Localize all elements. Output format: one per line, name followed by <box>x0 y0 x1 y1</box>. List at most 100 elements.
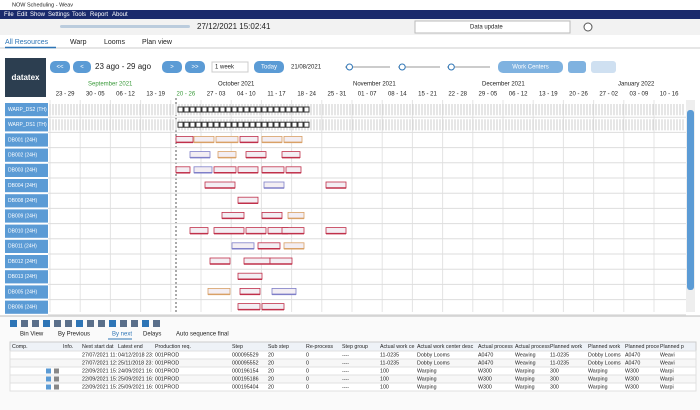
resource-label-bg[interactable] <box>5 285 48 299</box>
task-bar[interactable] <box>209 257 231 265</box>
task[interactable] <box>231 121 238 128</box>
task[interactable] <box>261 106 268 113</box>
task-bar[interactable] <box>245 227 267 235</box>
task-bar[interactable] <box>237 272 263 280</box>
task[interactable] <box>297 121 304 128</box>
task[interactable] <box>237 106 244 113</box>
task-bar[interactable] <box>237 166 259 174</box>
menu-item[interactable]: About <box>112 12 128 18</box>
resource-label-bg[interactable] <box>5 224 48 238</box>
panel-tool[interactable] <box>10 320 17 327</box>
task[interactable] <box>285 106 292 113</box>
task-bar[interactable] <box>237 303 261 311</box>
panel-tool[interactable] <box>32 320 39 327</box>
column-header[interactable]: Re-process <box>306 344 333 350</box>
task-bar[interactable] <box>325 227 347 235</box>
task[interactable] <box>303 106 310 113</box>
resource-label[interactable]: DB001 (24H) <box>8 137 38 143</box>
task-bar[interactable] <box>193 135 215 143</box>
task-bar[interactable] <box>285 166 302 174</box>
panel-tool[interactable] <box>43 320 50 327</box>
column-header[interactable]: Actual work center desc <box>417 344 474 350</box>
resource-label-bg[interactable] <box>5 179 48 193</box>
task-bar[interactable] <box>281 227 305 235</box>
task[interactable] <box>183 121 190 128</box>
slider-knob[interactable] <box>447 63 455 71</box>
menu-item[interactable]: Report <box>90 12 108 18</box>
panel-tool[interactable] <box>76 320 83 327</box>
panel-tab[interactable]: Delays <box>143 332 161 338</box>
column-header[interactable]: Planned work <box>588 344 620 350</box>
period-select[interactable] <box>211 61 249 73</box>
task[interactable] <box>255 106 262 113</box>
nav-button-label[interactable]: >> <box>191 65 199 71</box>
task-bar[interactable] <box>239 135 259 143</box>
task-bar[interactable] <box>175 166 191 174</box>
task[interactable] <box>195 121 202 128</box>
view-button[interactable] <box>591 61 616 73</box>
task[interactable] <box>291 106 298 113</box>
task-bar[interactable] <box>261 303 285 311</box>
column-header[interactable]: Step group <box>342 344 368 350</box>
panel-tool[interactable] <box>54 320 61 327</box>
view-button[interactable] <box>568 61 586 73</box>
task-bar[interactable] <box>245 151 267 159</box>
tab[interactable]: Looms <box>104 39 126 46</box>
task[interactable] <box>195 106 202 113</box>
resource-label[interactable]: DB008 (24H) <box>8 198 38 204</box>
task[interactable] <box>231 106 238 113</box>
task[interactable] <box>207 106 214 113</box>
task-bar[interactable] <box>239 287 261 295</box>
menu-item[interactable]: Show <box>30 12 46 18</box>
task[interactable] <box>183 106 190 113</box>
task-bar[interactable] <box>213 166 237 174</box>
slider-knob[interactable] <box>398 63 406 71</box>
task-bar[interactable] <box>189 151 211 159</box>
task-bar[interactable] <box>287 211 305 219</box>
resource-label[interactable]: WARP_DS2 (TH) <box>8 107 47 113</box>
resource-label-bg[interactable] <box>5 148 48 162</box>
nav-button-label[interactable]: << <box>56 65 64 71</box>
column-header[interactable]: Planned proce <box>625 344 659 350</box>
panel-tool[interactable] <box>21 320 28 327</box>
resource-label[interactable]: DB012 (24H) <box>8 259 38 265</box>
task[interactable] <box>201 106 208 113</box>
resource-label[interactable]: WARP_DS1 (TH) <box>8 122 47 128</box>
panel-tool[interactable] <box>120 320 127 327</box>
task[interactable] <box>303 121 310 128</box>
task[interactable] <box>279 121 286 128</box>
resource-label[interactable]: DB003 (24H) <box>8 168 38 174</box>
task[interactable] <box>297 106 304 113</box>
column-header[interactable]: Production req. <box>155 344 191 350</box>
resource-label-bg[interactable] <box>5 194 48 208</box>
task-bar[interactable] <box>281 151 301 159</box>
task-bar[interactable] <box>271 287 297 295</box>
column-header[interactable]: Latest end <box>118 344 143 350</box>
task-bar[interactable] <box>243 257 271 265</box>
resource-label[interactable]: DB004 (24H) <box>8 183 38 189</box>
nav-button-label[interactable]: < <box>80 65 84 71</box>
task[interactable] <box>273 106 280 113</box>
task[interactable] <box>225 106 232 113</box>
task-bar[interactable] <box>261 211 283 219</box>
task-bar[interactable] <box>207 287 231 295</box>
resource-label[interactable]: DB013 (24H) <box>8 274 38 280</box>
task-bar[interactable] <box>204 181 236 189</box>
menu-item[interactable]: Edit <box>17 12 28 18</box>
tab[interactable]: Plan view <box>142 39 173 46</box>
task[interactable] <box>177 121 184 128</box>
scroll-thumb[interactable] <box>687 110 694 290</box>
task[interactable] <box>219 106 226 113</box>
panel-tool[interactable] <box>142 320 149 327</box>
resource-label-bg[interactable] <box>5 133 48 147</box>
panel-tool[interactable] <box>87 320 94 327</box>
task-bar[interactable] <box>261 166 285 174</box>
resource-label[interactable]: DB011 (24H) <box>8 244 37 250</box>
resource-label[interactable]: DB006 (24H) <box>8 305 38 311</box>
task-bar[interactable] <box>189 227 209 235</box>
task[interactable] <box>189 106 196 113</box>
panel-tool[interactable] <box>65 320 72 327</box>
resource-label[interactable]: DB010 (24H) <box>8 229 38 235</box>
panel-tab[interactable]: Bin View <box>20 332 44 338</box>
nav-button[interactable] <box>254 61 284 73</box>
